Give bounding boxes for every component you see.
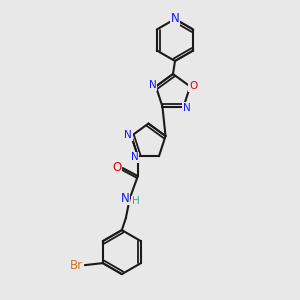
Text: Br: Br	[70, 259, 83, 272]
Text: N: N	[121, 192, 129, 205]
Text: O: O	[112, 160, 122, 174]
Text: N: N	[124, 130, 132, 140]
Text: N: N	[131, 152, 139, 162]
Text: N: N	[149, 80, 157, 90]
Text: H: H	[132, 196, 140, 206]
Text: N: N	[171, 13, 179, 26]
Text: O: O	[189, 81, 197, 92]
Text: N: N	[183, 103, 190, 112]
